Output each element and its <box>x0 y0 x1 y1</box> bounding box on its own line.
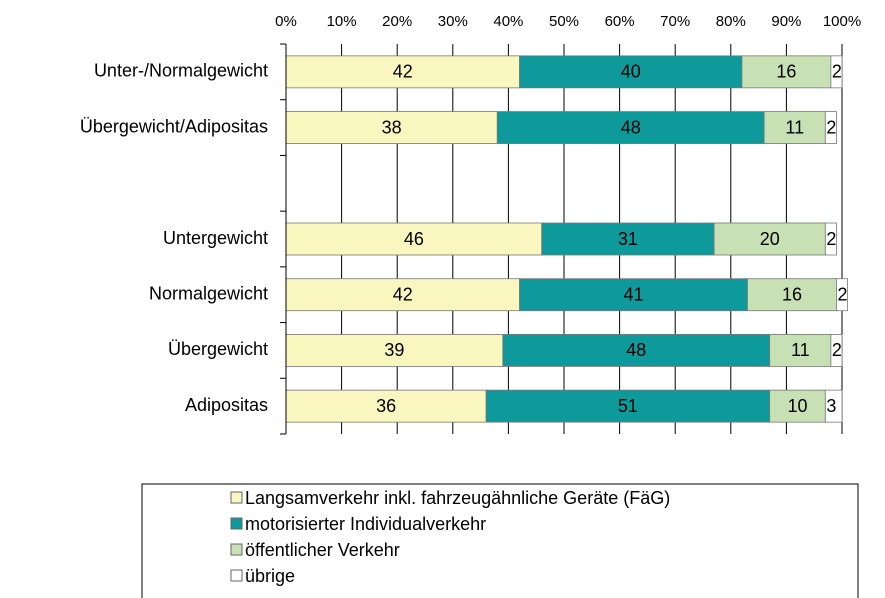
bar-segment <box>830 334 843 367</box>
x-tick-label: 10% <box>327 13 357 30</box>
bar-segment <box>496 111 765 144</box>
data-label: 10 <box>788 396 808 416</box>
data-label: 2 <box>826 229 836 249</box>
x-tick-label: 0% <box>275 13 297 30</box>
x-tick-label: 50% <box>549 13 579 30</box>
data-label: 39 <box>384 340 404 360</box>
data-label: 51 <box>618 396 638 416</box>
x-tick-label: 20% <box>382 13 412 30</box>
y-tick-label: Unter-/Normalgewicht <box>94 61 268 81</box>
bar-segment <box>485 389 771 423</box>
x-tick-label: 90% <box>771 13 801 30</box>
x-tick-label: 70% <box>660 13 690 30</box>
bar-segment <box>763 111 826 144</box>
y-tick-label: Übergewicht <box>168 339 268 359</box>
data-label: 31 <box>618 229 638 249</box>
bar-segment <box>741 55 832 89</box>
legend-swatch <box>230 569 243 582</box>
x-tick-label: 40% <box>493 13 523 30</box>
data-label: 2 <box>832 62 842 82</box>
legend-label: übrige <box>245 566 295 586</box>
legend-box <box>141 483 859 598</box>
bar-segment <box>830 55 843 89</box>
data-label: 16 <box>776 62 796 82</box>
data-label: 36 <box>376 396 396 416</box>
data-label: 3 <box>826 396 836 416</box>
legend-swatch <box>230 491 243 504</box>
data-label: 41 <box>623 284 643 304</box>
data-label: 40 <box>621 62 641 82</box>
legend-swatch <box>230 517 243 530</box>
x-tick-label: 60% <box>605 13 635 30</box>
data-label: 2 <box>832 340 842 360</box>
data-label: 42 <box>393 284 413 304</box>
data-label: 48 <box>621 117 641 137</box>
data-label: 48 <box>626 340 646 360</box>
bar-segment <box>824 111 837 144</box>
bar-segment <box>285 389 487 423</box>
bar-segment <box>285 222 543 256</box>
data-label: 11 <box>785 117 804 137</box>
bar-segment <box>824 389 843 423</box>
bar-segment <box>769 334 832 367</box>
bar-segment <box>502 334 771 367</box>
data-label: 46 <box>404 229 424 249</box>
bar-segment <box>713 222 826 256</box>
bar-segment <box>519 278 748 312</box>
x-tick-label: 30% <box>438 13 468 30</box>
legend-label: öffentlicher Verkehr <box>245 540 400 560</box>
x-tick-label: 80% <box>716 13 746 30</box>
bar-segment <box>824 222 837 256</box>
y-tick-label: Adipositas <box>185 395 268 415</box>
y-tick-label: Untergewicht <box>163 228 268 248</box>
bar-segment <box>519 55 743 89</box>
data-label: 11 <box>791 340 810 360</box>
y-tick-label: Normalgewicht <box>149 283 268 303</box>
bar-segment <box>836 278 848 312</box>
data-label: 38 <box>382 117 402 137</box>
y-tick-label: Übergewicht/Adipositas <box>80 116 268 136</box>
data-label: 20 <box>760 229 780 249</box>
x-tick-label: 100% <box>823 13 861 30</box>
data-label: 2 <box>837 284 847 304</box>
data-label: 16 <box>782 284 802 304</box>
legend-label: motorisierter Individualverkehr <box>245 514 486 534</box>
data-label: 2 <box>826 117 836 137</box>
bar-segment <box>285 334 504 367</box>
data-label: 42 <box>393 62 413 82</box>
legend-label: Langsamverkehr inkl. fahrzeugähnliche Ge… <box>245 488 670 508</box>
legend-swatch <box>230 543 243 556</box>
bar-segment <box>747 278 837 312</box>
